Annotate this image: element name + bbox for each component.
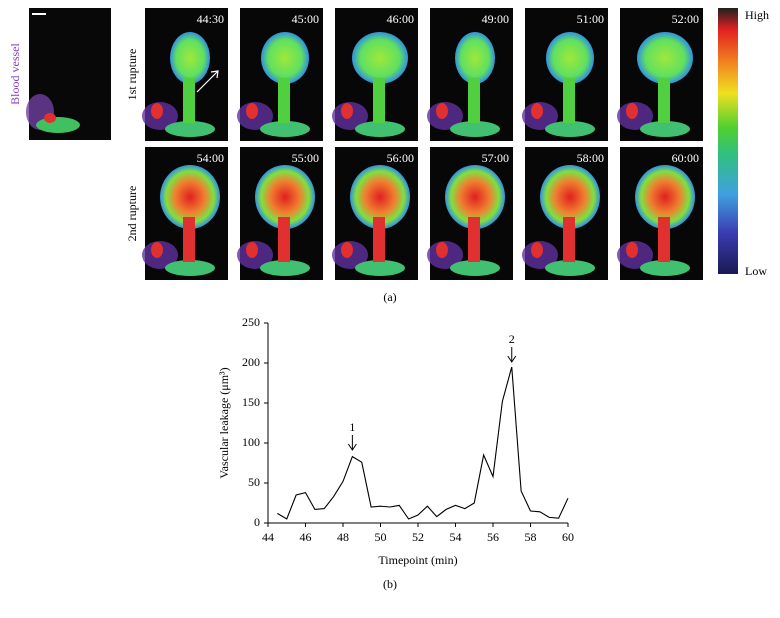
debris [640,121,690,137]
x-tick-label: 54 [450,530,462,544]
annotation: 1 [349,420,355,434]
y-tick-label: 250 [242,315,260,329]
debris [151,103,163,119]
x-tick-label: 58 [525,530,537,544]
direction-arrow [196,70,219,93]
y-tick-label: 0 [254,515,260,529]
debris [640,260,690,276]
timestamp: 56:00 [387,151,414,165]
row-label: 1st rupture [125,49,139,101]
debris [626,242,638,258]
colorbar-high: High [745,8,769,22]
stalk [278,217,290,262]
stalk [373,78,385,123]
colorbar [718,8,738,274]
x-tick-label: 44 [262,530,274,544]
data-line [277,366,569,520]
y-tick-label: 50 [248,475,260,489]
vessel-label: Blood vessel [8,43,22,105]
y-tick-label: 150 [242,395,260,409]
debris [246,242,258,258]
debris [355,121,405,137]
cell [255,165,315,229]
vessel-image [26,8,111,140]
timestamp: 52:00 [672,12,699,26]
debris [246,103,258,119]
stalk [468,217,480,262]
timestamp: 58:00 [577,151,604,165]
cell [455,32,495,84]
stalk [563,217,575,262]
debris [531,242,543,258]
x-tick-label: 50 [375,530,387,544]
x-tick-label: 52 [412,530,424,544]
debris [436,242,448,258]
debris [260,121,310,137]
cell [352,32,408,84]
direction-arrow-head [210,70,219,79]
debris [626,103,638,119]
debris [165,121,215,137]
cell [540,165,600,229]
annotation: 2 [509,332,515,346]
debris [450,260,500,276]
annotation-arrow-head [507,355,517,363]
caption-b: (b) [383,577,397,591]
debris [341,103,353,119]
cell [261,32,309,84]
x-tick-label: 60 [562,530,574,544]
debris [260,260,310,276]
y-tick-label: 200 [242,355,260,369]
cell [160,165,220,229]
timestamp: 44:30 [197,12,224,26]
colorbar-low: Low [745,264,767,278]
debris [165,260,215,276]
cell [445,165,505,229]
y-tick-label: 100 [242,435,260,449]
x-axis-label: Timepoint (min) [378,553,457,567]
cell [350,165,410,229]
y-axis-label: Vascular leakage (μm³) [217,367,231,478]
x-tick-label: 46 [300,530,312,544]
timestamp: 45:00 [292,12,319,26]
debris [436,103,448,119]
debris [545,260,595,276]
timestamp: 51:00 [577,12,604,26]
timestamp: 55:00 [292,151,319,165]
timestamp: 49:00 [482,12,509,26]
debris [545,121,595,137]
caption-a: (a) [383,290,396,304]
x-tick-label: 56 [487,530,499,544]
cell [546,32,594,84]
debris [531,103,543,119]
timestamp: 57:00 [482,151,509,165]
stalk [658,78,670,123]
timestamp: 60:00 [672,151,699,165]
row-label: 2nd rupture [125,186,139,242]
stalk [563,78,575,123]
stalk [658,217,670,262]
debris [355,260,405,276]
stalk [278,78,290,123]
debris [341,242,353,258]
annotation-arrow-head [347,443,357,451]
timestamp: 54:00 [197,151,224,165]
debris [151,242,163,258]
timestamp: 46:00 [387,12,414,26]
cell [170,32,210,84]
cell [637,32,693,84]
stalk [373,217,385,262]
x-tick-label: 48 [337,530,349,544]
cell [635,165,695,229]
stalk [183,217,195,262]
stalk [468,78,480,123]
stalk [183,78,195,123]
debris [450,121,500,137]
